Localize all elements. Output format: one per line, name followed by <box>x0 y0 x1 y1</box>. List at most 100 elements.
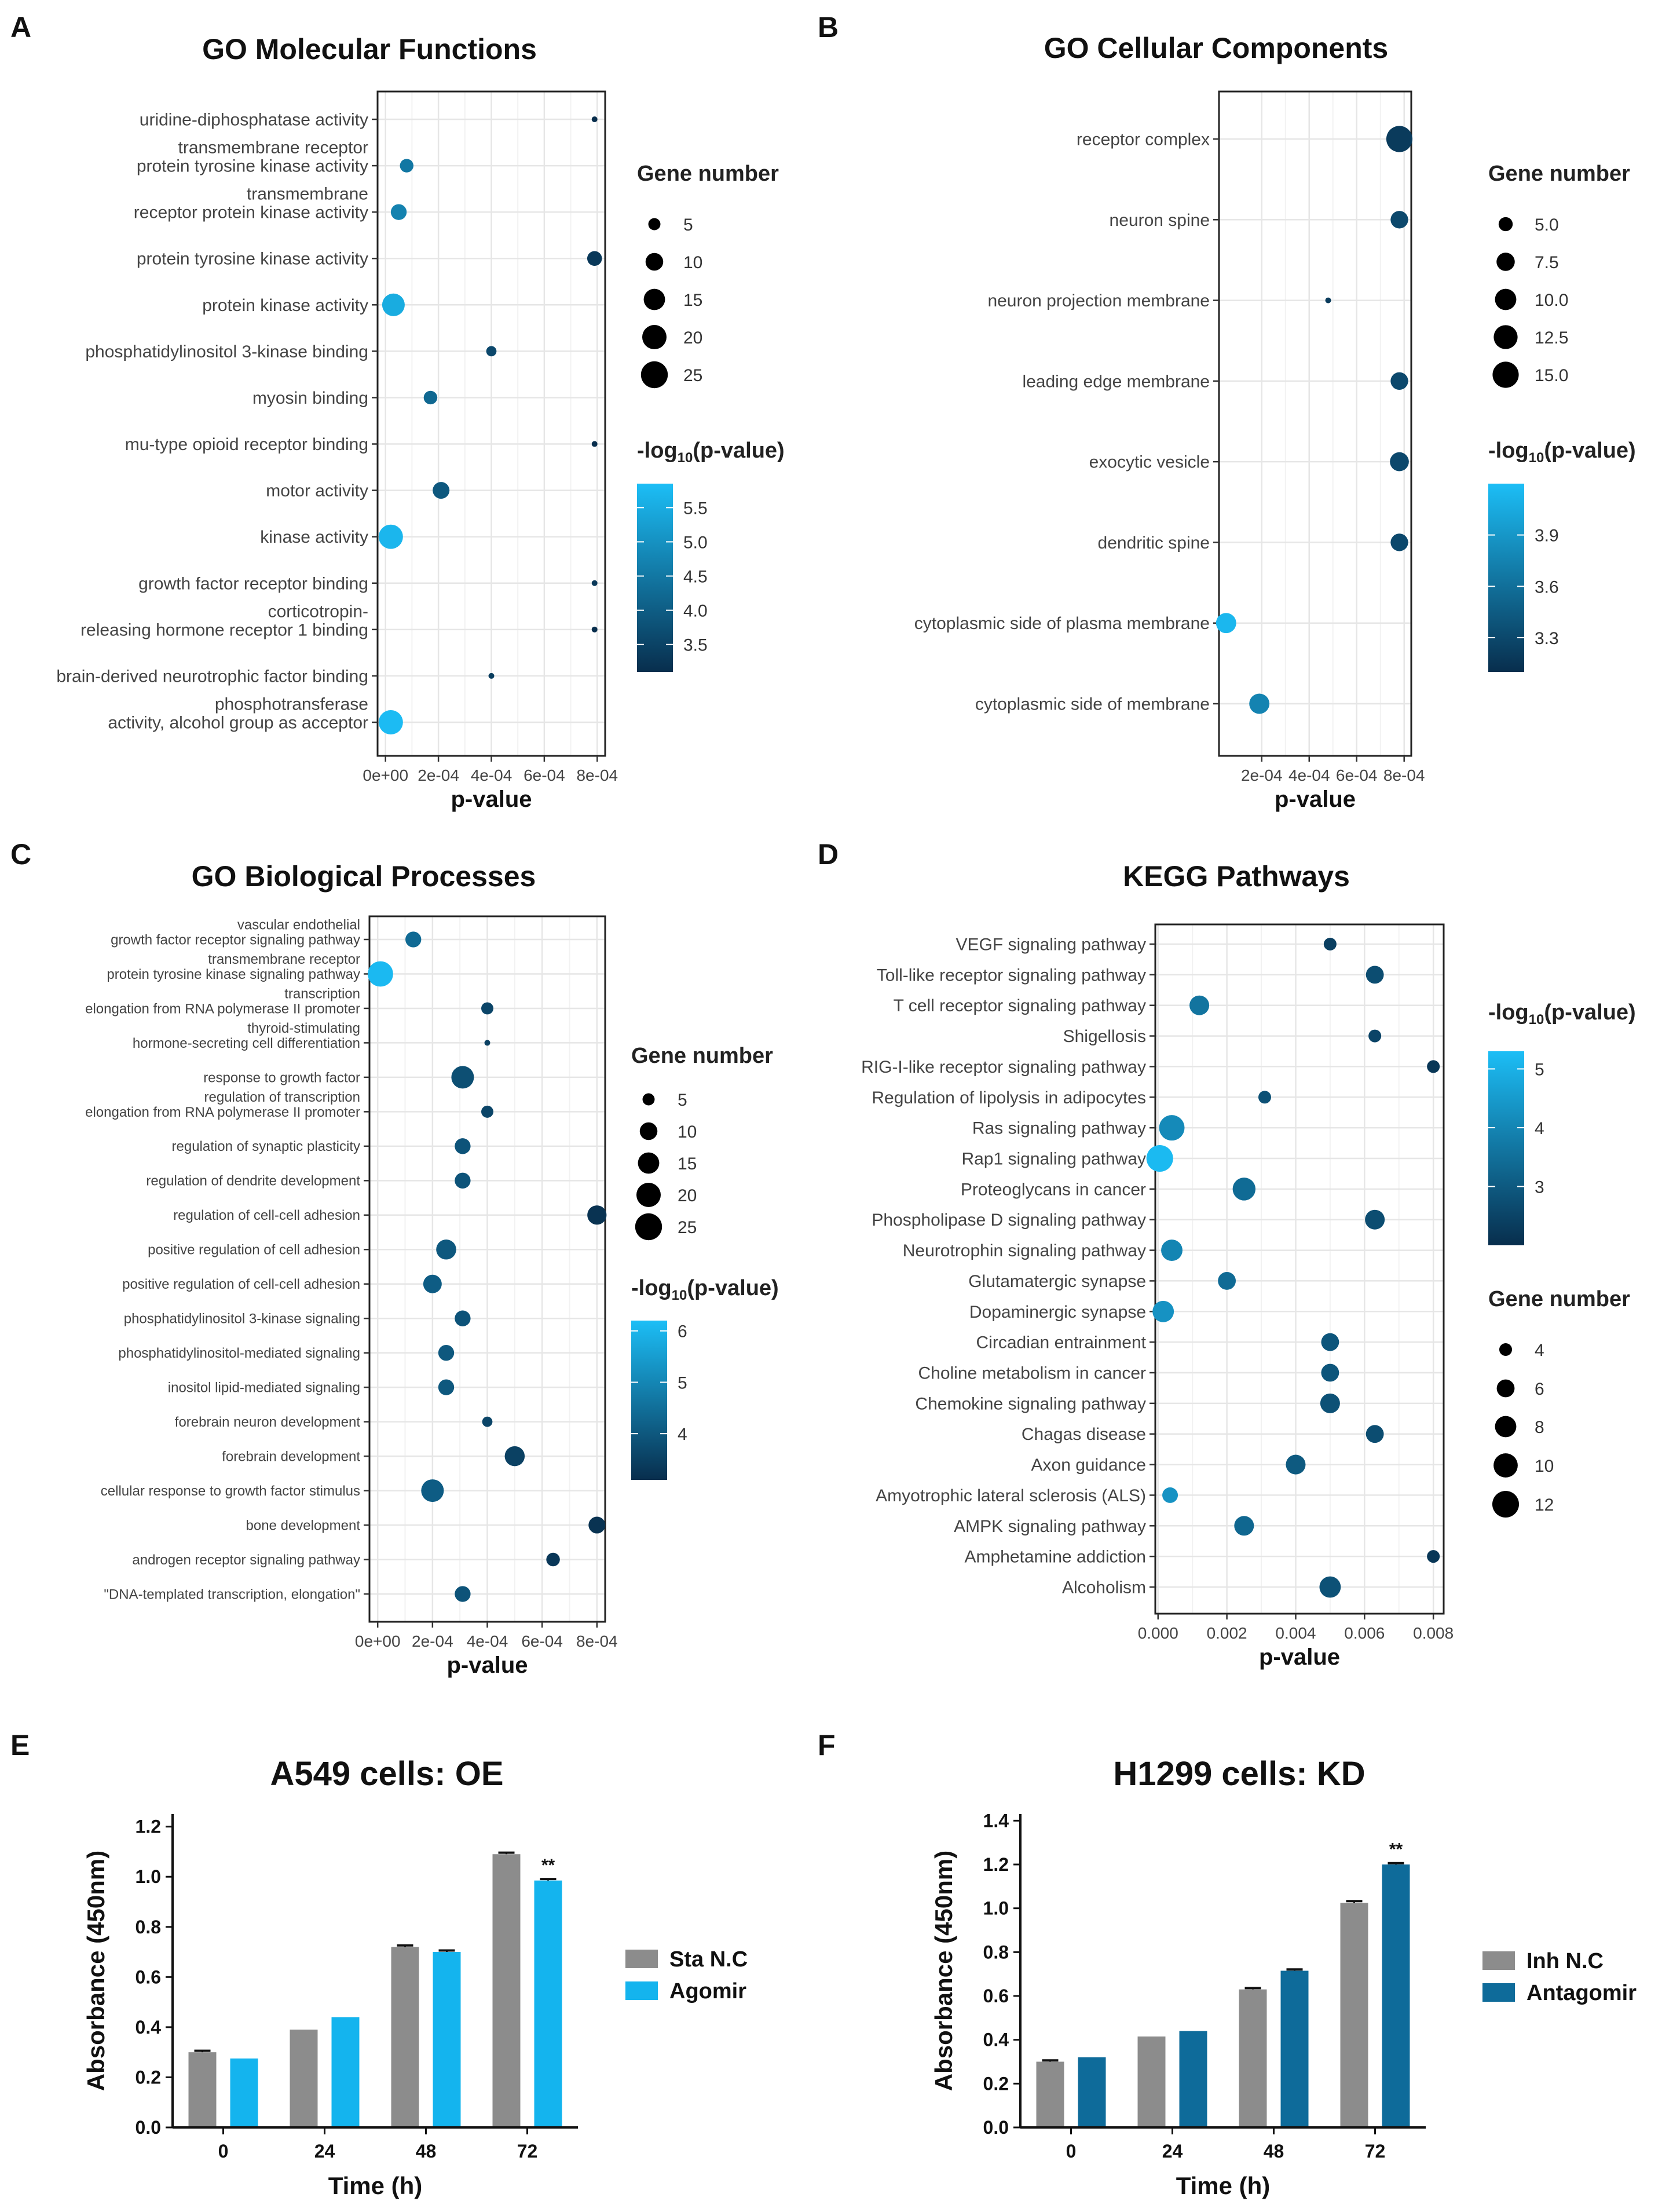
category-label-d: Ras signaling pathway <box>972 1119 1146 1138</box>
category-label-d: Chemokine signaling pathway <box>915 1394 1146 1413</box>
bar-f <box>1382 1864 1410 2127</box>
bar-f <box>1280 1970 1309 2127</box>
category-label-a: receptor protein kinase activity <box>134 203 368 222</box>
size-legend-key-c <box>642 1093 655 1106</box>
colorbar-label-d: 4 <box>1535 1119 1544 1138</box>
color-legend-title-b: -log10(p-value) <box>1488 438 1636 466</box>
category-label-b: dendritic spine <box>1098 533 1210 553</box>
data-point-d <box>1286 1454 1306 1475</box>
data-point-c <box>484 1040 490 1046</box>
x-tick-label-d: 0.004 <box>1275 1624 1316 1642</box>
size-legend-label-b: 10.0 <box>1535 291 1568 310</box>
category-label-c: positive regulation of cell adhesion <box>148 1242 360 1258</box>
category-label-c: bone development <box>246 1518 361 1533</box>
size-legend-key-d <box>1495 1416 1517 1438</box>
panel-letter-b: B <box>818 11 839 43</box>
size-legend-key-c <box>635 1213 662 1241</box>
x-tick-label-b: 2e-04 <box>1241 766 1283 784</box>
category-label-a: protein kinase activity <box>202 296 368 315</box>
category-label-a: kinase activity <box>260 528 368 547</box>
bar-e <box>534 1880 562 2127</box>
x-axis-label-f: Time (h) <box>1176 2172 1271 2199</box>
category-label-c: response to growth factor <box>203 1070 360 1085</box>
bar-e <box>188 2052 217 2127</box>
bar-f <box>1137 2036 1166 2127</box>
category-label-c: positive regulation of cell-cell adhesio… <box>122 1277 360 1292</box>
x-tick-label-a: 4e-04 <box>471 766 512 784</box>
size-legend-key-d <box>1496 1379 1515 1398</box>
category-label-c: transmembrane receptor <box>208 952 360 967</box>
category-label-d: Glutamatergic synapse <box>968 1272 1146 1291</box>
significance-marker-f: ** <box>1389 1840 1403 1859</box>
x-tick-label-d: 0.000 <box>1138 1624 1178 1642</box>
data-point-b <box>1390 372 1408 390</box>
bar-e <box>391 1947 419 2127</box>
data-point-c <box>455 1586 471 1602</box>
x-tick-label-e: 0 <box>218 2141 229 2162</box>
size-legend-label-c: 25 <box>678 1218 697 1237</box>
colorbar-b <box>1488 484 1524 672</box>
colorbar-label-b: 3.3 <box>1535 629 1559 648</box>
color-legend-title-tail-b: (p-value) <box>1544 438 1635 463</box>
data-point-b <box>1390 452 1409 471</box>
data-point-a <box>378 710 403 734</box>
chart-title-e: A549 cells: OE <box>270 1755 504 1793</box>
category-label-b: receptor complex <box>1077 130 1210 149</box>
chart-title-a: GO Molecular Functions <box>202 33 537 65</box>
bar-e <box>433 1952 461 2127</box>
color-legend-title-main-a: -log <box>637 438 678 463</box>
plot-frame-b <box>1218 90 1412 757</box>
size-legend-key-c <box>636 1183 661 1207</box>
data-point-a <box>400 159 413 173</box>
data-point-c <box>455 1310 471 1326</box>
data-point-c <box>451 1066 474 1089</box>
category-label-a: brain-derived neurotrophic factor bindin… <box>56 667 368 686</box>
data-point-d <box>1232 1178 1256 1201</box>
size-legend-title-d: Gene number <box>1488 1287 1630 1311</box>
category-label-b: leading edge membrane <box>1022 372 1210 391</box>
category-label-c: inositol lipid-mediated signaling <box>168 1380 360 1396</box>
data-point-b <box>1386 126 1413 152</box>
size-legend-label-d: 4 <box>1535 1341 1544 1360</box>
y-tick-label-f: 0.8 <box>983 1942 1009 1962</box>
category-label-a: mu-type opioid receptor binding <box>125 435 368 454</box>
data-point-c <box>438 1379 455 1395</box>
category-label-c: elongation from RNA polymerase II promot… <box>85 1105 360 1120</box>
bar-f <box>1179 2031 1207 2127</box>
data-point-c <box>436 1239 456 1260</box>
data-point-d <box>1323 937 1337 951</box>
y-tick-label-e: 0.2 <box>136 2067 161 2087</box>
legend-label-e: Agomir <box>669 1979 746 2003</box>
x-tick-label-e: 48 <box>416 2141 437 2162</box>
category-label-c: thyroid-stimulating <box>247 1021 360 1036</box>
category-label-b: cytoplasmic side of membrane <box>975 695 1210 714</box>
data-point-d <box>1234 1516 1254 1536</box>
size-legend-key-b <box>1495 288 1517 310</box>
plot-area-b <box>1219 92 1411 756</box>
category-label-c: vascular endothelial <box>237 917 360 933</box>
data-point-c <box>482 1416 493 1427</box>
category-label-b: neuron spine <box>1110 211 1210 230</box>
size-legend-key-b <box>1492 361 1519 388</box>
x-tick-label-a: 2e-04 <box>418 766 459 784</box>
panel-letter-f: F <box>818 1729 836 1761</box>
x-tick-label-c: 2e-04 <box>412 1632 453 1650</box>
data-point-a <box>591 580 598 586</box>
legend-swatch-f <box>1482 1951 1515 1970</box>
chart-title-f: H1299 cells: KD <box>1113 1755 1365 1793</box>
chart-title-b: GO Cellular Components <box>1044 32 1389 64</box>
colorbar-label-a: 4.0 <box>683 602 708 621</box>
data-point-d <box>1321 1333 1339 1351</box>
category-label-d: Rap1 signaling pathway <box>961 1150 1146 1169</box>
category-label-a: myosin binding <box>252 389 368 408</box>
category-label-c: androgen receptor signaling pathway <box>132 1552 360 1568</box>
category-label-d: Chagas disease <box>1022 1425 1146 1444</box>
y-tick-label-f: 1.4 <box>983 1810 1009 1831</box>
x-axis-label-b: p-value <box>1275 787 1356 812</box>
x-tick-label-b: 8e-04 <box>1383 766 1425 784</box>
data-point-a <box>587 251 602 266</box>
size-legend-label-b: 7.5 <box>1535 253 1559 272</box>
data-point-d <box>1189 995 1210 1015</box>
size-legend-key-d <box>1499 1343 1513 1357</box>
